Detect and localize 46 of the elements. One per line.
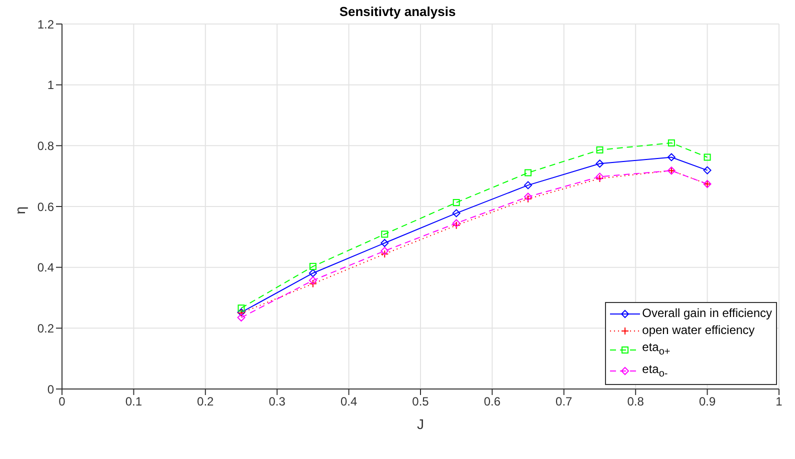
point: [524, 181, 532, 190]
point: [524, 169, 532, 176]
point: [308, 276, 317, 284]
point: [238, 304, 245, 312]
y-tick-label: 0: [47, 382, 54, 396]
point: [381, 230, 388, 238]
legend-label: open water efficiency: [642, 322, 755, 340]
x-tick-label: 0: [58, 394, 66, 409]
point: [309, 262, 316, 270]
x-tick-label: 0.4: [340, 394, 358, 409]
point: [452, 199, 460, 206]
point: [452, 209, 460, 218]
x-tick-label: 0.3: [268, 394, 286, 409]
chart-title: Sensitivty analysis: [338, 4, 457, 19]
point: [237, 314, 246, 322]
point: [380, 239, 389, 247]
y-axis-title: η: [12, 206, 28, 214]
point: [380, 250, 389, 258]
legend-label: eta$_{o-}$: [642, 360, 668, 381]
x-tick-label: 0.6: [484, 394, 501, 409]
y-tick-label: 0.6: [37, 200, 54, 214]
point: [596, 146, 604, 154]
x-tick-label: 0.2: [197, 394, 214, 409]
x-tick-label: 1: [776, 394, 783, 409]
point: [380, 246, 389, 255]
point: [596, 174, 604, 183]
x-tick-label: 0.5: [412, 394, 430, 409]
x-axis-title: J: [417, 416, 424, 432]
x-tick-label: 0.8: [627, 394, 644, 409]
y-tick-label: 1.2: [37, 17, 54, 32]
legend-label: Overall gain in efficiency: [642, 305, 772, 322]
point: [308, 269, 317, 278]
x-tick-label: 0.7: [556, 394, 573, 409]
point: [308, 280, 317, 288]
point: [668, 139, 675, 146]
y-tick-label: 0.8: [37, 138, 54, 153]
x-tick-label: 0.9: [698, 394, 716, 409]
legend-label: eta$_{o+}$: [642, 339, 670, 360]
y-tick-label: 1: [47, 78, 54, 92]
y-tick-label: 0.2: [37, 321, 54, 336]
point: [704, 154, 711, 161]
point: [667, 153, 676, 162]
point: [703, 166, 712, 174]
y-tick-label: 0.4: [37, 260, 54, 275]
x-tick-label: 0.1: [125, 394, 142, 409]
point: [596, 160, 604, 168]
